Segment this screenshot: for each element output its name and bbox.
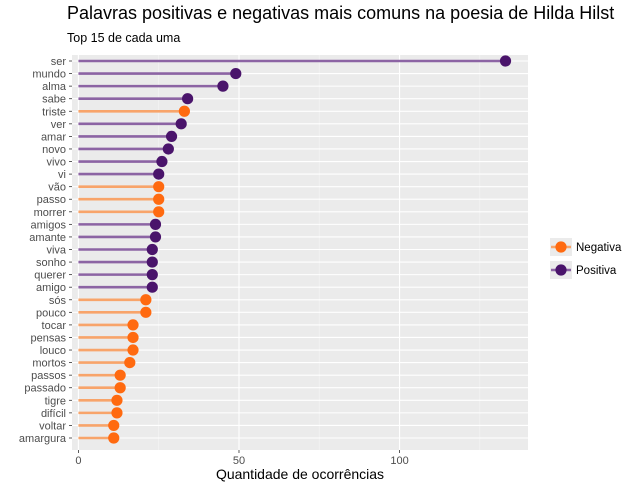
legend: Negativa Positiva: [550, 238, 622, 279]
lollipop-point-sabe: [182, 93, 194, 105]
lollipop-point-alma: [217, 80, 229, 92]
category-label: sabe: [42, 94, 66, 106]
lollipop-point-ver: [175, 118, 187, 130]
x-axis-ticks: 0 50 100: [75, 450, 409, 467]
plot-panel: [72, 55, 528, 450]
lollipop-point-triste: [178, 105, 190, 117]
category-label: querer: [34, 270, 66, 282]
lollipop-point-mundo: [230, 67, 242, 80]
lollipop-point-difícil: [111, 407, 123, 419]
category-label: sós: [49, 295, 67, 307]
category-label: novo: [42, 144, 66, 156]
lollipop-point-vivo: [156, 155, 168, 168]
category-label: ser: [51, 56, 67, 68]
category-label: triste: [42, 106, 66, 118]
category-label: amargura: [19, 433, 67, 445]
category-label: ver: [51, 119, 67, 131]
legend-key-point: [555, 264, 567, 276]
lollipop-point-amar: [165, 130, 178, 142]
category-label: pouco: [36, 307, 66, 319]
category-label: voltar: [39, 420, 66, 432]
category-label: louco: [40, 345, 66, 357]
category-label: difícil: [41, 408, 66, 420]
chart-title: Palavras positivas e negativas mais comu…: [67, 3, 615, 23]
lollipop-point-querer: [146, 269, 158, 281]
category-label: tigre: [45, 395, 66, 407]
lollipop-point-amigos: [149, 218, 162, 230]
category-label: amante: [29, 232, 66, 244]
lollipop-point-amante: [149, 231, 162, 243]
lollipop-point-sós: [140, 294, 152, 306]
category-label: amigo: [36, 282, 66, 294]
category-label: morrer: [34, 207, 67, 219]
data-marks: [78, 55, 512, 444]
lollipop-point-louco: [127, 344, 139, 356]
category-label: passos: [31, 370, 66, 382]
legend-label: Positiva: [576, 265, 617, 277]
lollipop-point-amigo: [146, 281, 158, 293]
lollipop-point-passado: [114, 382, 126, 394]
lollipop-point-ser: [499, 55, 512, 67]
x-tick-label: 0: [75, 455, 81, 467]
lollipop-point-morrer: [153, 206, 165, 218]
lollipop-point-vão: [153, 181, 165, 193]
lollipop-point-pensas: [127, 331, 139, 344]
category-label: amigos: [31, 219, 67, 231]
category-labels: sermundoalmasabetristeveramarnovovivoviv…: [19, 56, 72, 445]
category-label: pensas: [31, 332, 67, 344]
legend-key-point: [555, 241, 567, 253]
lollipop-point-tocar: [127, 319, 139, 331]
category-label: vi: [58, 169, 66, 181]
category-label: amar: [41, 131, 66, 143]
lollipop-point-pouco: [140, 306, 152, 318]
category-label: passo: [37, 194, 66, 206]
legend-label: Negativa: [576, 242, 622, 254]
category-label: passado: [24, 383, 66, 395]
x-tick-label: 50: [233, 455, 245, 467]
category-label: vão: [48, 182, 66, 194]
lollipop-point-novo: [162, 143, 174, 155]
lollipop-point-amargura: [108, 432, 120, 444]
lollipop-point-mortos: [124, 357, 136, 369]
chart-subtitle: Top 15 de cada uma: [67, 31, 181, 45]
category-label: viva: [46, 245, 66, 257]
lollipop-point-voltar: [108, 419, 120, 432]
lollipop-point-viva: [146, 243, 158, 256]
category-label: mortos: [32, 358, 66, 370]
category-label: alma: [42, 81, 67, 93]
category-label: mundo: [32, 69, 66, 81]
x-tick-label: 100: [390, 455, 408, 467]
category-label: sonho: [36, 257, 66, 269]
lollipop-point-passos: [114, 369, 126, 381]
x-axis-title: Quantidade de ocorrências: [216, 466, 384, 482]
lollipop-point-vi: [153, 168, 165, 180]
category-label: tocar: [42, 320, 67, 332]
lollipop-point-tigre: [111, 394, 123, 406]
category-label: vivo: [46, 157, 66, 169]
lollipop-point-passo: [153, 193, 165, 205]
lollipop-point-sonho: [146, 256, 158, 268]
